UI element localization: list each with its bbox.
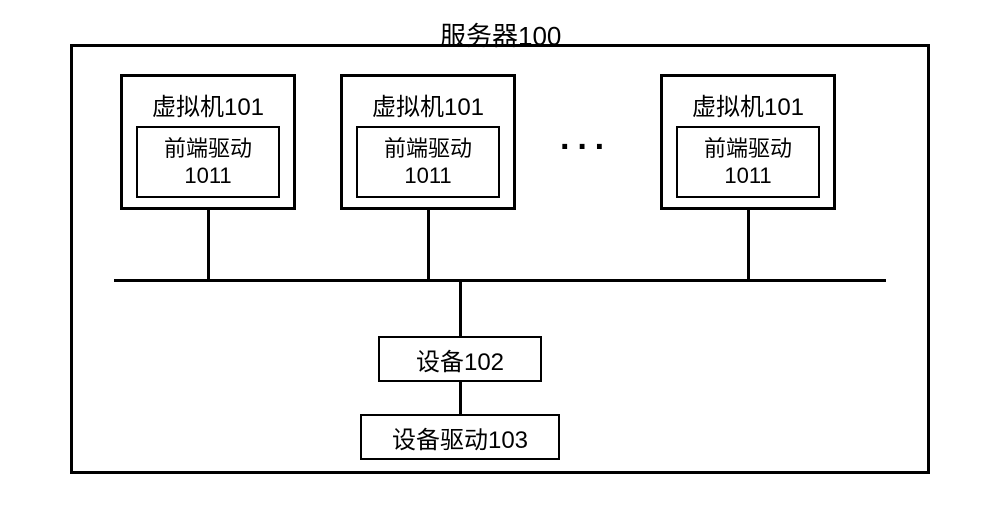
device-driver-label: 设备驱动103 [392,420,528,455]
driver-label-line2: 1011 [724,162,771,190]
driver-label-line1: 前端驱动 [384,135,472,163]
ellipsis-icon: ··· [560,128,612,167]
driver-label-line1: 前端驱动 [164,135,252,163]
vm-label: 虚拟机101 [372,87,484,122]
bus-to-device-line [459,280,462,336]
device-box: 设备102 [378,336,542,382]
vm-drop-line-1 [427,210,430,280]
frontend-driver-box-1: 前端驱动 1011 [356,126,500,198]
device-driver-box: 设备驱动103 [360,414,560,460]
device-label: 设备102 [416,342,504,377]
bus-line [114,279,886,282]
frontend-driver-box-2: 前端驱动 1011 [676,126,820,198]
vm-label: 虚拟机101 [692,87,804,122]
vm-label: 虚拟机101 [152,87,264,122]
device-to-driver-line [459,382,462,414]
vm-drop-line-0 [207,210,210,280]
driver-label-line1: 前端驱动 [704,135,792,163]
driver-label-line2: 1011 [184,162,231,190]
frontend-driver-box-0: 前端驱动 1011 [136,126,280,198]
diagram-canvas: 服务器100 虚拟机101 虚拟机101 虚拟机101 前端驱动 1011 前端… [0,0,1000,517]
vm-drop-line-2 [747,210,750,280]
server-title: 服务器100 [440,16,561,53]
driver-label-line2: 1011 [404,162,451,190]
